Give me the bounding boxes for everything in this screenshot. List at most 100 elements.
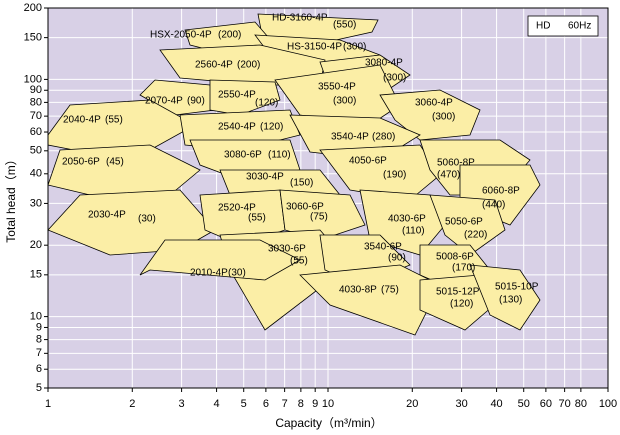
y-tick-label: 7 [36, 347, 42, 359]
x-tick-label: 30 [455, 398, 467, 410]
region-power: (130) [499, 295, 522, 306]
region-model: 2030-4P [88, 210, 126, 221]
x-tick-label: 40 [490, 398, 502, 410]
y-tick-label: 70 [30, 110, 42, 122]
pump-region [47, 99, 196, 156]
region-model: 5060-8P [437, 158, 475, 169]
pump-region [139, 239, 301, 281]
region-power: (550) [333, 20, 356, 31]
pump-region [209, 79, 281, 116]
region-model: 2040-4P [63, 115, 101, 126]
region-model: 4050-6P [349, 156, 387, 167]
region-power: (280) [372, 132, 395, 143]
region-model: 3550-4P [318, 82, 356, 93]
region-model: 2550-4P [218, 90, 256, 101]
region-model: 2050-6P [62, 157, 100, 168]
region-power: (120) [255, 98, 278, 109]
pump-region [429, 194, 506, 256]
y-tick-label: 30 [30, 197, 42, 209]
x-tick-label: 80 [575, 398, 587, 410]
region-model: 5008-6P [436, 252, 474, 263]
x-tick-label: 2 [129, 398, 135, 410]
x-tick-label: 70 [559, 398, 571, 410]
region-power: (110) [402, 226, 425, 237]
pump-region [469, 264, 541, 331]
region-model: 3540-4P [331, 132, 369, 143]
y-tick-label: 5 [36, 382, 42, 394]
region-power: (300) [343, 42, 366, 53]
y-tick-label: 60 [30, 126, 42, 138]
y-tick-label: 100 [24, 73, 42, 85]
x-axis-title: Capacity（m³/min） [275, 416, 382, 430]
region-power: (30) [138, 214, 156, 225]
pump-region [379, 89, 481, 141]
y-tick-label: 8 [36, 333, 42, 345]
region-power: (55) [248, 213, 266, 224]
region-model: 3080-4P [365, 58, 403, 69]
region-model: HS-3150-4P [287, 42, 342, 53]
x-tick-label: 50 [518, 398, 530, 410]
region-power: (75) [310, 212, 328, 223]
y-tick-label: 6 [36, 363, 42, 375]
region-model: 3080-6P [224, 150, 262, 161]
region-model: 6060-8P [482, 186, 520, 197]
y-tick-label: 10 [30, 311, 42, 323]
x-tick-label: 6 [263, 398, 269, 410]
region-model: 4030-6P [388, 214, 426, 225]
x-tick-label: 5 [241, 398, 247, 410]
y-tick-label: 80 [30, 96, 42, 108]
x-tick-label: 10 [322, 398, 334, 410]
region-power: (120) [450, 299, 473, 310]
x-tick-label: 9 [312, 398, 318, 410]
region-model: HSX-2050-4P [150, 30, 212, 41]
x-tick-label: 8 [298, 398, 304, 410]
y-tick-label: 50 [30, 145, 42, 157]
x-tick-label: 3 [179, 398, 185, 410]
region-model: 4030-8P [339, 285, 377, 296]
y-tick-label: 150 [24, 32, 42, 44]
region-model: 2070-4P [145, 96, 183, 107]
region-model: 5050-6P [445, 217, 483, 228]
region-power: (90) [388, 253, 406, 264]
region-power: (300) [333, 96, 356, 107]
x-tick-label: 1 [45, 398, 51, 410]
region-power: (110) [268, 150, 291, 161]
region-model: 5015-12P [436, 287, 480, 298]
region-model: 5015-10P [495, 282, 539, 293]
region-model: HD-3160-4P [272, 13, 328, 24]
region-power: (55) [105, 115, 123, 126]
y-tick-label: 200 [24, 2, 42, 14]
region-power: (75) [381, 285, 399, 296]
region-power: (55) [290, 256, 308, 267]
y-tick-label: 90 [30, 84, 42, 96]
y-tick-label: 9 [36, 321, 42, 333]
region-model: 3060-4P [415, 98, 453, 109]
y-tick-label: 20 [30, 239, 42, 251]
pump-region [279, 189, 366, 241]
region-power: (300) [383, 73, 406, 84]
region-power: (200) [218, 30, 241, 41]
region-power: (170) [452, 263, 475, 274]
region-power: (30) [228, 268, 246, 279]
region-model: 2520-4P [218, 203, 256, 214]
region-model: 3030-6P [268, 244, 306, 255]
legend-text: HD [536, 21, 550, 32]
region-model: 2560-4P [195, 60, 233, 71]
x-tick-label: 4 [214, 398, 220, 410]
pump-region [319, 144, 441, 201]
y-tick-label: 40 [30, 168, 42, 180]
region-model: 3030-4P [246, 172, 284, 183]
x-tick-label: 20 [406, 398, 418, 410]
y-tick-label: 15 [30, 269, 42, 281]
region-power: (220) [464, 230, 487, 241]
y-axis-title: Total head（m） [4, 153, 18, 242]
region-model: 2540-4P [218, 122, 256, 133]
region-power: (440) [482, 200, 505, 211]
region-power: (200) [237, 60, 260, 71]
x-tick-label: 7 [282, 398, 288, 410]
region-power: (300) [432, 112, 455, 123]
region-power: (90) [187, 96, 205, 107]
legend-box [527, 15, 599, 37]
pump-region [274, 64, 401, 126]
